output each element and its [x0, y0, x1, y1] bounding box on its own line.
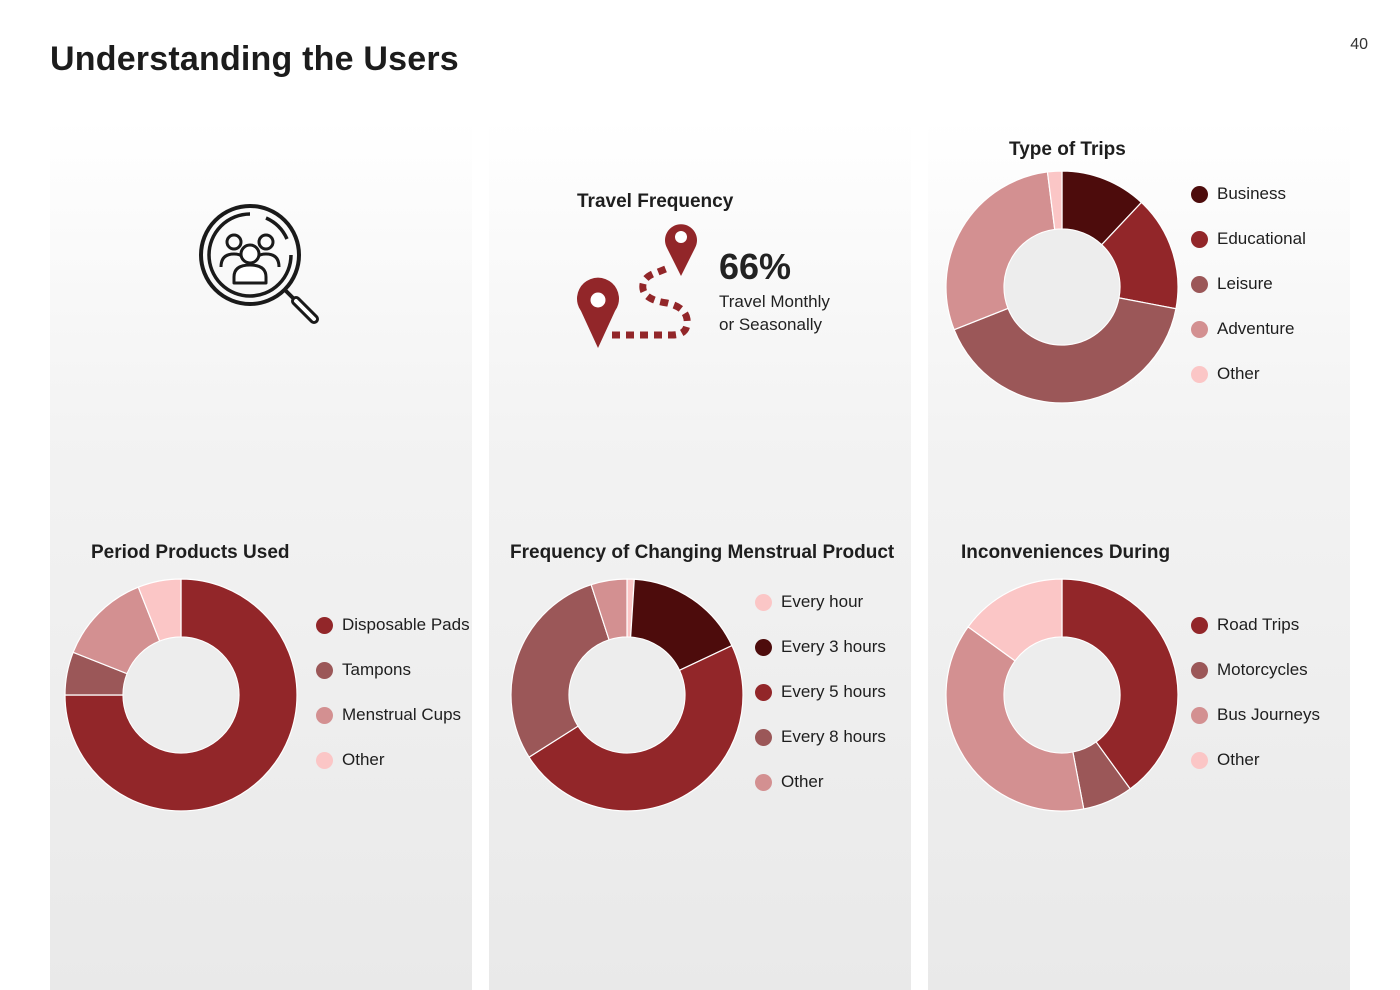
legend-label: Other [1217, 364, 1260, 383]
donut-hole [123, 637, 239, 753]
travel-percent: 66% [719, 246, 792, 287]
legend-swatch [316, 751, 333, 769]
legend-swatch [1191, 275, 1208, 293]
column-middle [489, 120, 911, 990]
legend-item-bus-journeys: Bus Journeys [1191, 705, 1320, 725]
legend-label: Bus Journeys [1217, 705, 1320, 724]
legend-swatch [1191, 185, 1208, 203]
legend-item-every-3-hours: Every 3 hours [755, 637, 886, 657]
legend-swatch [1191, 616, 1208, 634]
page-number: 40 [1350, 36, 1368, 53]
legend-item-every-8-hours: Every 8 hours [755, 727, 886, 747]
legend-item-road-trips: Road Trips [1191, 615, 1299, 635]
donut-hole [1004, 229, 1120, 345]
donut-hole [1004, 637, 1120, 753]
donut-changing-frequency [510, 578, 744, 812]
legend-label: Every hour [781, 592, 864, 611]
slice-other [1046, 170, 1063, 231]
legend-swatch [755, 683, 772, 701]
legend-label: Every 5 hours [781, 682, 886, 701]
legend-item-adventure: Adventure [1191, 319, 1295, 339]
magnifier-users-icon [199, 204, 319, 324]
legend-item-menstrual-cups: Menstrual Cups [316, 705, 461, 725]
slice-every-8-hours [510, 583, 610, 758]
legend-item-business: Business [1191, 184, 1286, 204]
legend-swatch [1191, 230, 1208, 248]
legend-label: Tampons [342, 660, 411, 679]
legend-item-other: Other [1191, 750, 1260, 770]
legend-item-disposable-pads: Disposable Pads [316, 615, 470, 635]
donut-period-products [64, 578, 298, 812]
legend-swatch [755, 728, 772, 746]
legend-item-motorcycles: Motorcycles [1191, 660, 1308, 680]
legend-label: Motorcycles [1217, 660, 1308, 679]
legend-item-leisure: Leisure [1191, 274, 1273, 294]
legend-swatch [316, 661, 333, 679]
travel-caption-line1: Travel Monthly [719, 292, 830, 311]
chart-title-period-products: Period Products Used [91, 542, 290, 563]
travel-frequency-title: Travel Frequency [577, 191, 734, 212]
legend-swatch [1191, 706, 1208, 724]
legend-swatch [316, 616, 333, 634]
legend-label: Every 8 hours [781, 727, 886, 746]
slice-leisure [953, 297, 1177, 404]
donut-inconveniences [945, 578, 1179, 812]
legend-item-other: Other [1191, 364, 1260, 384]
chart-title-type-of-trips: Type of Trips [1009, 139, 1126, 160]
legend-swatch [316, 706, 333, 724]
legend-item-other: Other [755, 772, 824, 792]
chart-title-inconveniences: Inconveniences During [961, 542, 1171, 563]
slice-other [137, 578, 182, 642]
legend-label: Disposable Pads [342, 615, 470, 634]
slice-adventure [945, 171, 1056, 331]
travel-caption: Travel Monthly or Seasonally [719, 290, 830, 336]
legend-label: Road Trips [1217, 615, 1300, 634]
legend-label: Every 3 hours [781, 637, 886, 656]
legend-label: Educational [1217, 229, 1306, 248]
slice-every-5-hours [528, 644, 744, 812]
slice-bus-journeys [945, 625, 1085, 812]
travel-caption-line2: or Seasonally [719, 315, 823, 334]
legend-label: Leisure [1217, 274, 1273, 293]
legend-label: Other [781, 772, 824, 791]
page-title: Understanding the Users [50, 40, 459, 78]
donut-hole [569, 637, 685, 753]
legend-item-tampons: Tampons [316, 660, 411, 680]
legend-swatch [755, 773, 772, 791]
legend-item-every-5-hours: Every 5 hours [755, 682, 886, 702]
legend-swatch [1191, 365, 1208, 383]
legend-swatch [1191, 320, 1208, 338]
legend-label: Menstrual Cups [342, 705, 462, 724]
legend-swatch [755, 638, 772, 656]
legend-swatch [1191, 661, 1208, 679]
legend-label: Other [1217, 750, 1260, 769]
slice-other [590, 578, 628, 641]
legend-item-educational: Educational [1191, 229, 1306, 249]
legend-label: Other [342, 750, 385, 769]
chart-title-changing-frequency: Frequency of Changing Menstrual Product [510, 542, 895, 563]
slice-road-trips [1061, 578, 1179, 790]
legend-item-other: Other [316, 750, 385, 770]
slice-disposable-pads [64, 578, 298, 812]
legend-item-every-hour: Every hour [755, 592, 863, 612]
legend-swatch [1191, 751, 1208, 769]
map-pin-route-icon [577, 224, 697, 348]
legend-label: Business [1217, 184, 1286, 203]
column-left [50, 120, 472, 990]
slice-other [967, 578, 1063, 662]
donut-type-of-trips [945, 170, 1179, 404]
legend-swatch [755, 593, 772, 611]
legend-label: Adventure [1217, 319, 1295, 338]
